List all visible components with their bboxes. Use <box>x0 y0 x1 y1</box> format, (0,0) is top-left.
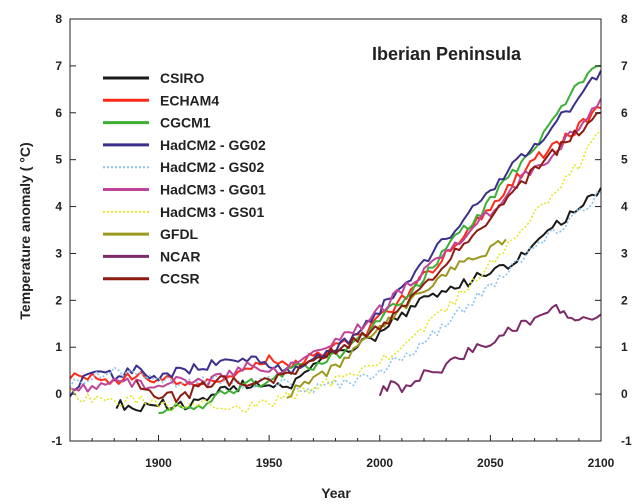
series-line-echam4 <box>69 105 602 387</box>
series-line-csiro <box>115 187 602 413</box>
series-line-ncar <box>378 303 602 397</box>
y-tick-label-left: 5 <box>55 153 62 167</box>
y-tick-label-left: 7 <box>55 59 62 73</box>
legend: CSIRO ECHAM4 CGCM1 HadCM2 - GG02 HadCM2 - GS… <box>103 70 266 287</box>
x-axis-title: Year <box>321 485 351 501</box>
chart-title: Iberian Peninsula <box>372 44 522 64</box>
legend-label-csiro: CSIRO <box>160 70 204 86</box>
legend-label-hadcm3-gs01: HadCM3 - GS01 <box>160 204 264 220</box>
y-tick-label-left: 0 <box>55 387 62 401</box>
y-tick-label-right: -1 <box>621 434 632 448</box>
series-line-ccsr <box>135 111 602 404</box>
y-tick-label-left: 6 <box>55 106 62 120</box>
y-tick-label-right: 0 <box>621 387 628 401</box>
y-tick-label-left: 2 <box>55 293 62 307</box>
legend-label-ncar: NCAR <box>160 248 200 264</box>
y-tick-label-right: 5 <box>621 153 628 167</box>
legend-label-cgcm1: CGCM1 <box>160 115 211 131</box>
series-line-hadcm3-gs01 <box>69 130 602 413</box>
y-tick-label-right: 1 <box>621 340 628 354</box>
legend-label-hadcm3-gg01: HadCM3 - GG01 <box>160 182 266 198</box>
legend-label-gfdl: GFDL <box>160 226 199 242</box>
series-line-hadcm2-gs02 <box>69 191 602 394</box>
y-tick-label-left: -1 <box>51 434 62 448</box>
y-tick-label-right: 4 <box>621 200 628 214</box>
y-tick-label-right: 3 <box>621 246 628 260</box>
x-tick-label: 2000 <box>366 456 393 470</box>
x-tick-label: 2050 <box>477 456 504 470</box>
y-tick-label-right: 6 <box>621 106 628 120</box>
y-tick-label-left: 8 <box>55 12 62 26</box>
x-tick-label: 1950 <box>256 456 283 470</box>
y-tick-label-left: 4 <box>55 200 62 214</box>
y-tick-label-left: 1 <box>55 340 62 354</box>
y-tick-label-right: 8 <box>621 12 628 26</box>
x-tick-label: 1900 <box>145 456 172 470</box>
series-line-cgcm1 <box>158 64 602 415</box>
y-tick-label-right: 2 <box>621 293 628 307</box>
series-line-hadcm2-gg02 <box>69 70 602 398</box>
series-line-hadcm3-gg01 <box>69 98 602 393</box>
x-tick-label: 2100 <box>588 456 615 470</box>
legend-label-hadcm2-gs02: HadCM2 - GS02 <box>160 159 264 175</box>
plot-area: 1900 1950 2000 2050 2100 -1 -1 0 0 1 1 2 2 3 3 4 4 5 5 6 6 7 7… <box>51 12 632 470</box>
y-axis-title: Temperature anomaly ( °C) <box>17 142 33 319</box>
legend-label-ccsr: CCSR <box>160 271 200 287</box>
y-tick-label-left: 3 <box>55 246 62 260</box>
legend-label-echam4: ECHAM4 <box>160 92 219 108</box>
y-tick-label-right: 7 <box>621 59 628 73</box>
legend-label-hadcm2-gg02: HadCM2 - GG02 <box>160 137 266 153</box>
